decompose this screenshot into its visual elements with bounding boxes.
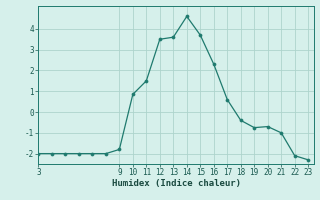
X-axis label: Humidex (Indice chaleur): Humidex (Indice chaleur) xyxy=(111,179,241,188)
